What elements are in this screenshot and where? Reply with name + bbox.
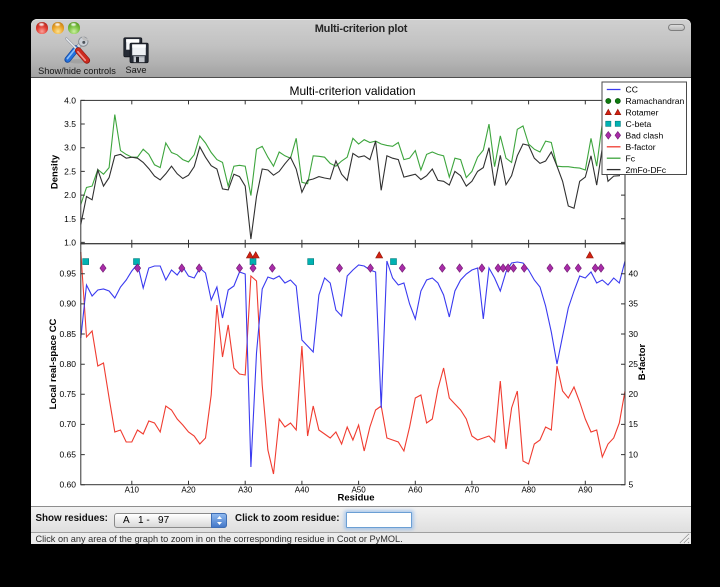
svg-text:A20: A20 xyxy=(181,486,196,495)
svg-text:A50: A50 xyxy=(351,486,366,495)
svg-text:0.60: 0.60 xyxy=(59,479,76,489)
svg-text:B-factor: B-factor xyxy=(626,142,656,152)
svg-text:25: 25 xyxy=(629,359,639,369)
svg-text:3.5: 3.5 xyxy=(64,119,76,129)
svg-text:2.0: 2.0 xyxy=(64,190,76,200)
svg-text:CC: CC xyxy=(626,85,638,95)
svg-text:0.70: 0.70 xyxy=(59,419,76,429)
svg-text:A40: A40 xyxy=(295,486,310,495)
svg-text:1.5: 1.5 xyxy=(64,214,76,224)
svg-text:A90: A90 xyxy=(578,486,593,495)
svg-text:B-factor: B-factor xyxy=(637,343,648,380)
svg-text:Density: Density xyxy=(50,154,61,189)
svg-text:A30: A30 xyxy=(238,486,253,495)
svg-text:A60: A60 xyxy=(408,486,423,495)
svg-text:0.75: 0.75 xyxy=(59,389,76,399)
svg-text:Fc: Fc xyxy=(626,153,636,163)
svg-text:Rotamer: Rotamer xyxy=(626,108,659,118)
svg-text:Residue: Residue xyxy=(338,493,375,504)
svg-text:0.80: 0.80 xyxy=(59,359,76,369)
svg-text:10: 10 xyxy=(629,449,639,459)
svg-text:4.0: 4.0 xyxy=(64,95,76,105)
svg-text:0.90: 0.90 xyxy=(59,299,76,309)
svg-text:A70: A70 xyxy=(465,486,480,495)
svg-text:0.95: 0.95 xyxy=(59,269,76,279)
svg-text:0.85: 0.85 xyxy=(59,329,76,339)
svg-text:2.5: 2.5 xyxy=(64,166,76,176)
svg-text:15: 15 xyxy=(629,419,639,429)
svg-text:A80: A80 xyxy=(521,486,536,495)
svg-text:Bad clash: Bad clash xyxy=(626,131,664,141)
svg-text:Ramachandran: Ramachandran xyxy=(626,96,685,106)
svg-text:5: 5 xyxy=(629,479,634,489)
svg-text:Local real-space CC: Local real-space CC xyxy=(48,318,59,409)
svg-text:0.65: 0.65 xyxy=(59,449,76,459)
svg-text:40: 40 xyxy=(629,269,639,279)
svg-text:30: 30 xyxy=(629,329,639,339)
svg-text:1.0: 1.0 xyxy=(64,237,76,247)
svg-text:35: 35 xyxy=(629,299,639,309)
svg-text:3.0: 3.0 xyxy=(64,143,76,153)
svg-text:C-beta: C-beta xyxy=(626,119,652,129)
svg-text:20: 20 xyxy=(629,389,639,399)
svg-text:Multi-criterion validation: Multi-criterion validation xyxy=(289,84,415,98)
svg-text:A10: A10 xyxy=(125,486,140,495)
svg-text:2mFo-DFc: 2mFo-DFc xyxy=(626,165,667,175)
